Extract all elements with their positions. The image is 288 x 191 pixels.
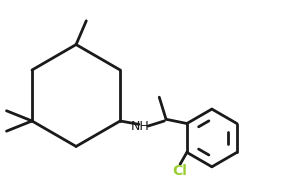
Text: NH: NH: [131, 120, 150, 133]
Text: Cl: Cl: [173, 164, 187, 178]
